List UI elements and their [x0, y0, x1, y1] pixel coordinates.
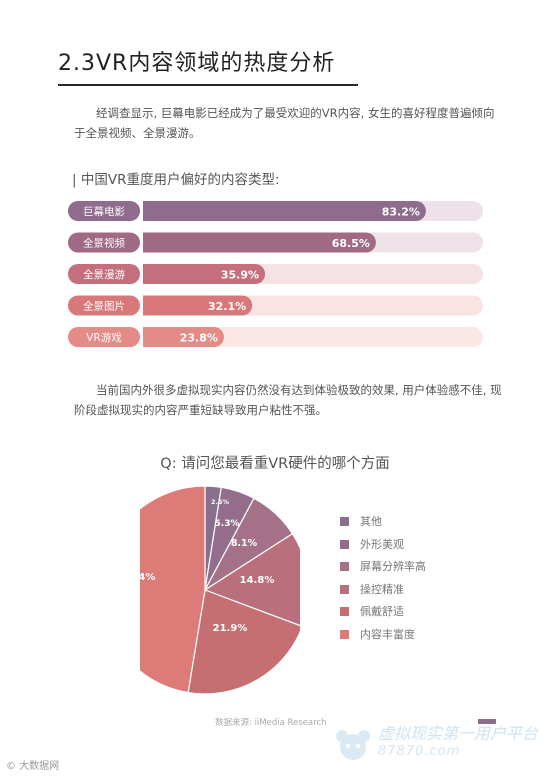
analysis-paragraph: 当前国内外很多虚拟现实内容仍然没有达到体验极致的效果, 用户体验感不佳, 现阶段… — [74, 383, 502, 417]
bar-chart-title: | 中国VR重度用户偏好的内容类型: — [72, 172, 280, 188]
source-accent-bar — [478, 719, 496, 724]
legend-label: 其他 — [360, 515, 382, 528]
bar-category-label: VR游戏 — [86, 331, 122, 344]
legend-swatch — [340, 517, 349, 526]
legend-label: 屏幕分辨率高 — [360, 560, 426, 573]
bear-logo-icon — [336, 730, 370, 760]
hardware-priority-pie-chart: 2.5% 5.3% 8.1% 14.8% 21.9% 47.4% — [140, 485, 300, 695]
bar-category-label: 全景图片 — [83, 300, 125, 313]
pie-slice — [203, 532, 300, 627]
legend-swatch — [340, 539, 349, 549]
bar — [143, 327, 224, 347]
watermark-slogan: 虚拟现实第一用户平台 — [378, 724, 539, 743]
bar-category-pill — [68, 327, 140, 347]
content-type-bar-chart: 巨幕电影 83.2% 全景视频 68.5% 全景漫游 35.9% 全景图片 32.1% VR游戏… — [68, 201, 483, 347]
bar — [143, 201, 426, 221]
pie-value-label: 8.1% — [231, 538, 258, 549]
legend-swatch — [340, 629, 349, 639]
bar-track — [143, 327, 483, 347]
bar-category-label: 全景漫游 — [83, 268, 125, 281]
legend-label: 内容丰富度 — [360, 627, 415, 641]
bar-value-label: 32.1% — [208, 300, 246, 313]
legend-swatch — [340, 584, 349, 594]
legend-label: 操控精准 — [360, 582, 404, 596]
bar — [143, 264, 266, 284]
legend-swatch — [340, 562, 349, 571]
pie-value-label: 2.5% — [211, 498, 230, 506]
legend-label: 外形美观 — [360, 537, 404, 551]
intro-paragraph: 经调查显示, 巨幕电影已经成为了最受欢迎的VR内容, 女生的喜好程度普遍倾向于全… — [74, 106, 495, 140]
pie-chart-title: Q: 请问您最看重VR硬件的哪个方面 — [160, 456, 390, 472]
watermark-left: © 大数据网 — [6, 761, 60, 772]
bar-category-label: 全景视频 — [83, 237, 125, 250]
page-title: 2.3VR内容领域的热度分析 — [58, 51, 336, 76]
legend-swatch — [340, 607, 349, 616]
watermark-platform: 虚拟现实第一用户平台 87870.com — [378, 725, 548, 765]
title-underline — [58, 84, 358, 86]
bar-value-label: 68.5% — [332, 237, 370, 250]
bar — [143, 232, 376, 253]
watermark-site: 87870.com — [378, 744, 461, 759]
bar-value-label: 23.8% — [180, 332, 218, 345]
pie-slice — [187, 589, 300, 695]
pie-slice — [140, 485, 206, 694]
bar-value-label: 83.2% — [382, 206, 420, 219]
bar-category-pill — [68, 232, 140, 253]
legend-label: 佩戴舒适 — [360, 605, 404, 618]
data-source: 数据来源: iiMedia Research — [215, 718, 327, 728]
bar-category-pill — [68, 264, 140, 284]
pie-value-label: 47.4% — [140, 572, 155, 583]
bar-category-pill — [68, 295, 140, 316]
bar-value-label: 35.9% — [221, 269, 259, 282]
bar-category-pill — [68, 201, 140, 221]
pie-value-label: 21.9% — [213, 623, 248, 634]
pie-value-label: 5.3% — [215, 519, 240, 529]
bar — [143, 295, 253, 316]
bar-category-label: 巨幕电影 — [83, 205, 125, 218]
pie-value-label: 14.8% — [240, 575, 275, 586]
